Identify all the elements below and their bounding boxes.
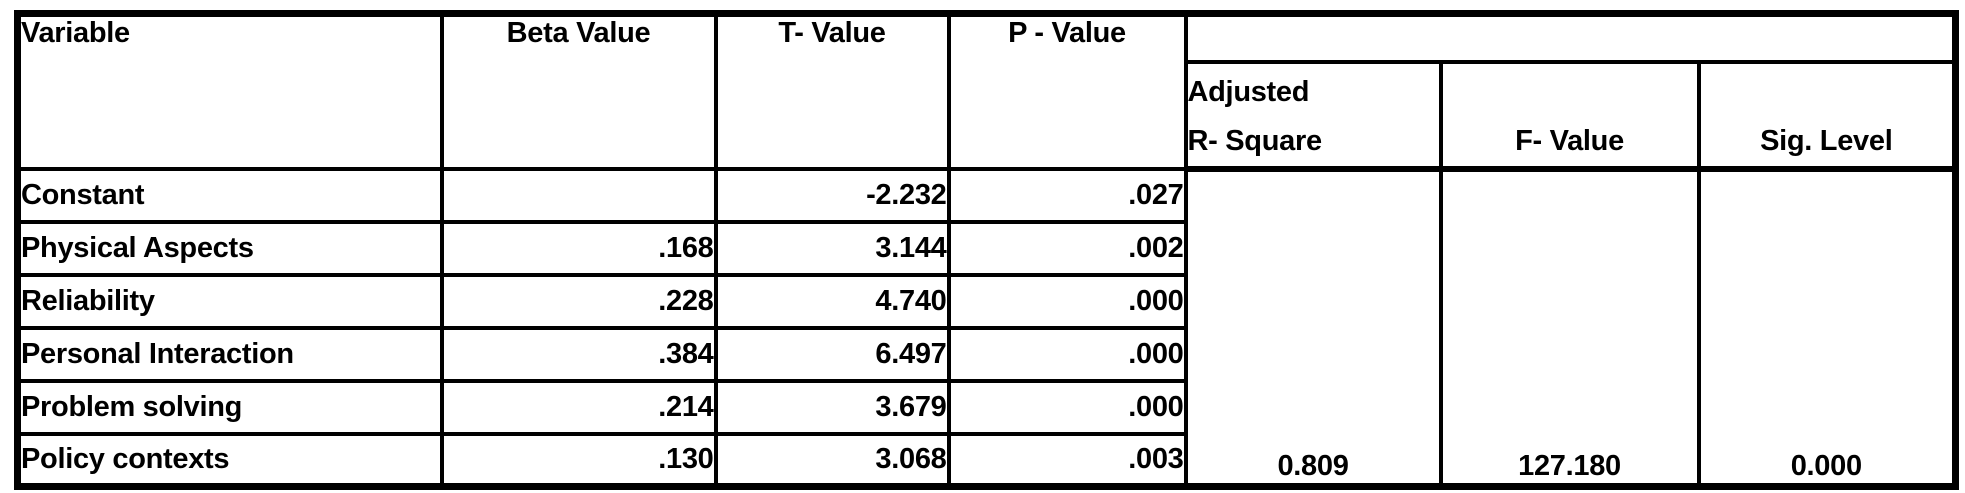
table-row: Reliability .228 4.740 .000: [15, 272, 1956, 330]
cell-t: 3.679: [713, 378, 951, 436]
regression-table: Variable Beta Value T- Value P - Value A…: [14, 10, 1960, 490]
cell-t: -2.232: [713, 166, 951, 224]
cell-p: .003: [946, 431, 1188, 489]
header-variable: Variable: [15, 11, 444, 171]
header-sig-level: Sig. Level: [1696, 59, 1958, 172]
cell-variable: Policy contexts: [15, 431, 444, 489]
cell-variable: Physical Aspects: [15, 219, 444, 277]
cell-beta: [439, 166, 718, 224]
summary-sig-level: 0.000: [1696, 166, 1958, 489]
cell-p: .000: [946, 325, 1188, 383]
cell-beta: .228: [439, 272, 718, 330]
cell-t: 3.144: [713, 219, 951, 277]
header-t-value: T- Value: [713, 11, 951, 171]
cell-variable: Problem solving: [15, 378, 444, 436]
header-p-value: P - Value: [946, 11, 1188, 171]
header-f-value: F- Value: [1438, 59, 1701, 172]
cell-p: .002: [946, 219, 1188, 277]
table-row: Physical Aspects .168 3.144 .002: [15, 219, 1956, 277]
cell-p: .027: [946, 166, 1188, 224]
summary-f-value: 127.180: [1438, 166, 1701, 489]
header-row-top: Variable Beta Value T- Value P - Value: [15, 11, 1958, 171]
header-adjusted-line2: R- Square: [1187, 124, 1323, 157]
cell-beta: .384: [439, 325, 718, 383]
cell-p: .000: [946, 272, 1188, 330]
cell-beta: .130: [439, 431, 718, 489]
cell-beta: .168: [439, 219, 718, 277]
regression-table-wrapper: Variable Beta Value T- Value P - Value A…: [14, 10, 1960, 490]
table-row: Constant -2.232 .027 0.809 127.180 0.000: [15, 166, 1958, 489]
cell-p: .000: [946, 378, 1188, 436]
table-row: Policy contexts .130 3.068 .003: [15, 431, 1956, 489]
cell-t: 4.740: [713, 272, 951, 330]
header-row-sub: Adjusted R- Square F- Value Sig. Level: [18, 59, 1958, 172]
cell-beta: .214: [439, 378, 718, 436]
summary-adjusted-r-square: 0.809: [1183, 166, 1443, 489]
header-beta-value: Beta Value: [439, 11, 718, 171]
header-adjusted-line1: Adjusted: [1187, 75, 1310, 108]
cell-t: 6.497: [713, 325, 951, 383]
cell-variable: Reliability: [15, 272, 444, 330]
header-empty-strip: [1183, 11, 1958, 64]
table-row: Personal Interaction .384 6.497 .000: [15, 325, 1956, 383]
cell-t: 3.068: [713, 431, 951, 489]
cell-variable: Constant: [15, 166, 444, 224]
cell-variable: Personal Interaction: [15, 325, 444, 383]
header-adjusted-r-square: Adjusted R- Square: [1183, 59, 1443, 172]
table-row: Problem solving .214 3.679 .000: [15, 378, 1956, 436]
